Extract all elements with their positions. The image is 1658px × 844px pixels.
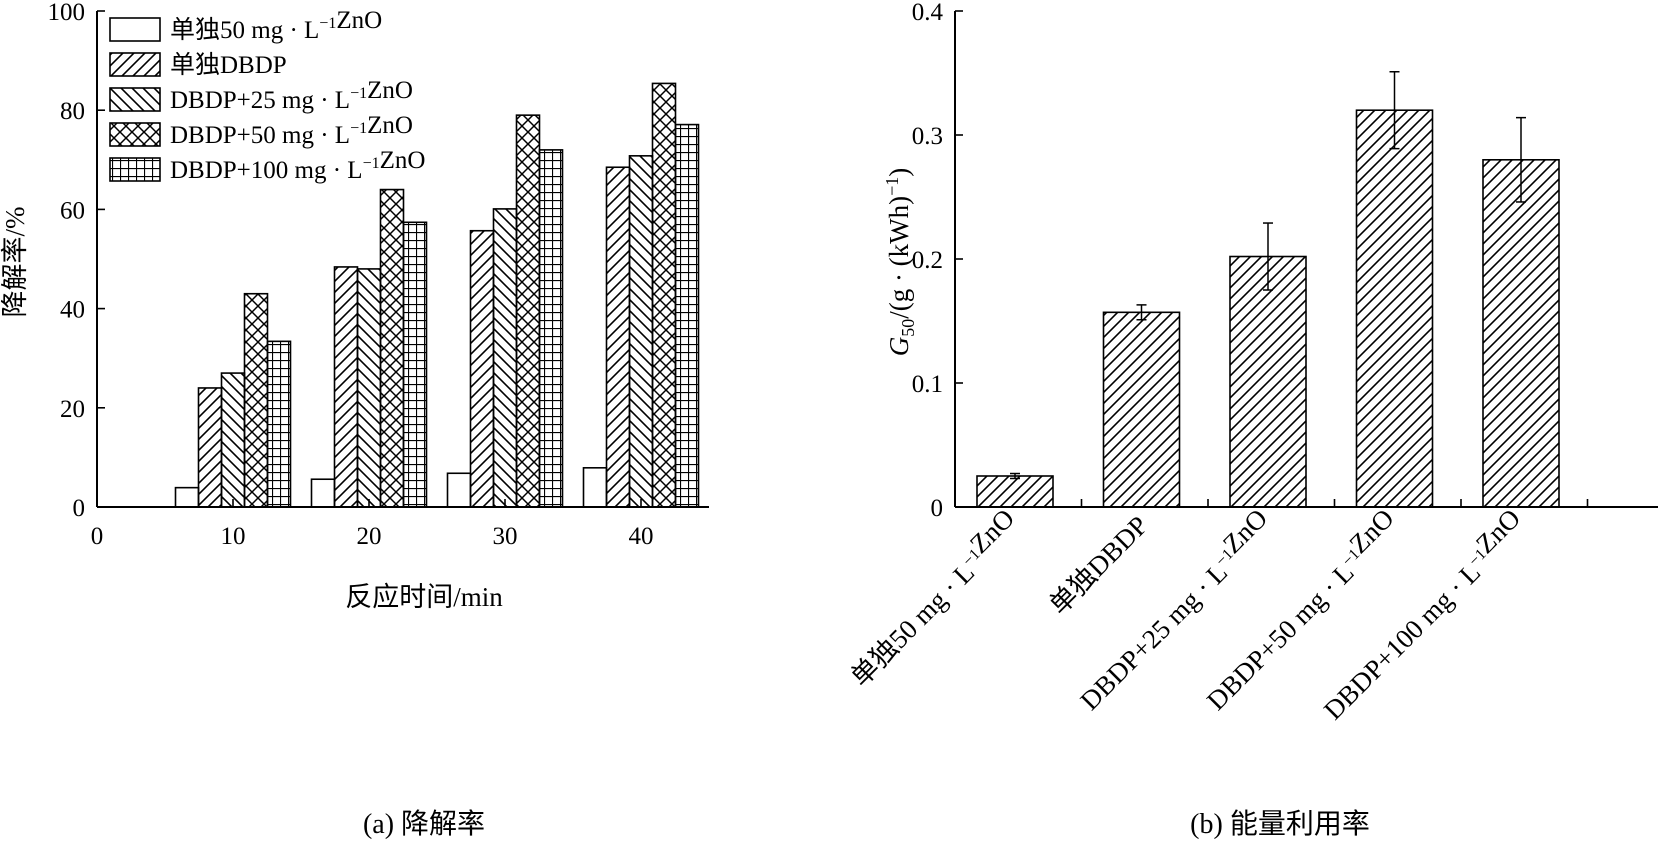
- chart-a-bar-s2-c2: [492, 208, 518, 508]
- chart-b-bar-4: [1482, 159, 1560, 508]
- chart-a-bar-s3-c3: [651, 82, 677, 508]
- chart-a-y-tick-label: 0: [73, 495, 86, 522]
- legend-label: DBDP+25 mg · L−1ZnO: [170, 77, 413, 114]
- legend-swatch: [109, 157, 161, 182]
- chart-b-category-label: 单独50 mg · L−1ZnO: [838, 503, 1027, 692]
- chart-b-bars: [976, 71, 1560, 508]
- chart-a-bar-s4-c0: [266, 340, 292, 508]
- chart-a-caption: (a) 降解率: [363, 808, 485, 840]
- chart-b-y-tick-label: 0.3: [912, 123, 943, 150]
- chart-a-bar-s0-c3: [582, 467, 608, 508]
- chart-a-bar-s1-c3: [605, 166, 631, 508]
- legend-swatch: [109, 122, 161, 147]
- chart-a-y-tick-label: 80: [60, 98, 85, 125]
- chart-b-bar-1: [1102, 311, 1181, 508]
- chart-a-y-tick-label: 60: [60, 197, 85, 224]
- chart-b-y-axis-title: G50/(g · (kWh)−1): [882, 168, 918, 357]
- chart-b-caption: (b) 能量利用率: [1190, 808, 1370, 840]
- chart-a-bar-s0-c0: [174, 486, 200, 508]
- legend-swatch: [109, 52, 161, 77]
- chart-a-y-tick-label: 100: [48, 0, 86, 26]
- chart-a-x-tick-label: 30: [493, 523, 518, 550]
- chart-a-bar-s0-c2: [446, 472, 472, 508]
- chart-a-bar-s1-c2: [469, 229, 495, 508]
- chart-a-x-tick-label: 10: [221, 523, 246, 550]
- chart-a-bar-s4-c3: [674, 123, 700, 508]
- chart-b-y-tick-label: 0: [931, 495, 944, 522]
- chart-a-bar-s0-c1: [310, 478, 336, 508]
- legend-label: 单独DBDP: [170, 51, 287, 79]
- chart-a-x-tick-label: 20: [357, 523, 382, 550]
- chart-a-bar-s4-c1: [402, 221, 428, 508]
- chart-b-category-label: 单独DBDP: [1043, 510, 1153, 620]
- chart-a-bar-s3-c2: [515, 114, 541, 508]
- legend-swatch: [109, 87, 161, 112]
- chart-b-y-tick-label: 0.2: [912, 247, 943, 274]
- chart-a-bar-s2-c0: [220, 372, 246, 508]
- chart-b-bar-3: [1355, 109, 1434, 508]
- chart-b-ticks: 0 0.1 0.2 0.3 0.4: [912, 0, 1589, 522]
- chart-a-bar-s3-c1: [379, 188, 405, 508]
- legend-label: DBDP+100 mg · L−1ZnO: [170, 147, 425, 184]
- chart-a-bar-s4-c2: [538, 149, 564, 508]
- chart-a-bar-s1-c0: [197, 387, 223, 508]
- legend-label: 单独50 mg · L−1ZnO: [170, 7, 382, 44]
- chart-b-bar-2: [1229, 255, 1307, 508]
- chart-b-y-tick-label: 0.4: [912, 0, 944, 26]
- chart-a-y-axis-title: 降解率/%: [0, 207, 30, 318]
- chart-a-x-axis-title: 反应时间/min: [345, 582, 503, 612]
- energy-efficiency-chart: 0 0.1 0.2 0.3 0.4 G50/(g · (kWh)−1) 单独50 mg …: [838, 0, 1658, 840]
- chart-a-bar-s2-c1: [356, 268, 382, 508]
- chart-a-bar-s1-c1: [333, 266, 359, 508]
- degradation-rate-chart: 0 20 40 60 80 100 0 10 20 30 40 反应时间/min 降解率/% 单独5…: [0, 0, 709, 840]
- chart-a-y-tick-label: 40: [60, 297, 85, 324]
- chart-b-y-tick-label: 0.1: [912, 371, 943, 398]
- chart-b-bar-0: [976, 475, 1054, 508]
- chart-a-axes: [96, 11, 709, 508]
- legend-label: DBDP+50 mg · L−1ZnO: [170, 112, 413, 149]
- legend-swatch: [109, 17, 161, 42]
- chart-a-x-tick-label: 40: [629, 523, 654, 550]
- chart-a-bar-s2-c3: [628, 155, 654, 508]
- chart-a-ticks: 0 20 40 60 80 100 0 10 20 30 40: [48, 0, 654, 550]
- chart-a-y-tick-label: 20: [60, 396, 85, 423]
- chart-a-bar-s3-c0: [243, 292, 269, 508]
- chart-a-x-tick-label: 0: [91, 523, 104, 550]
